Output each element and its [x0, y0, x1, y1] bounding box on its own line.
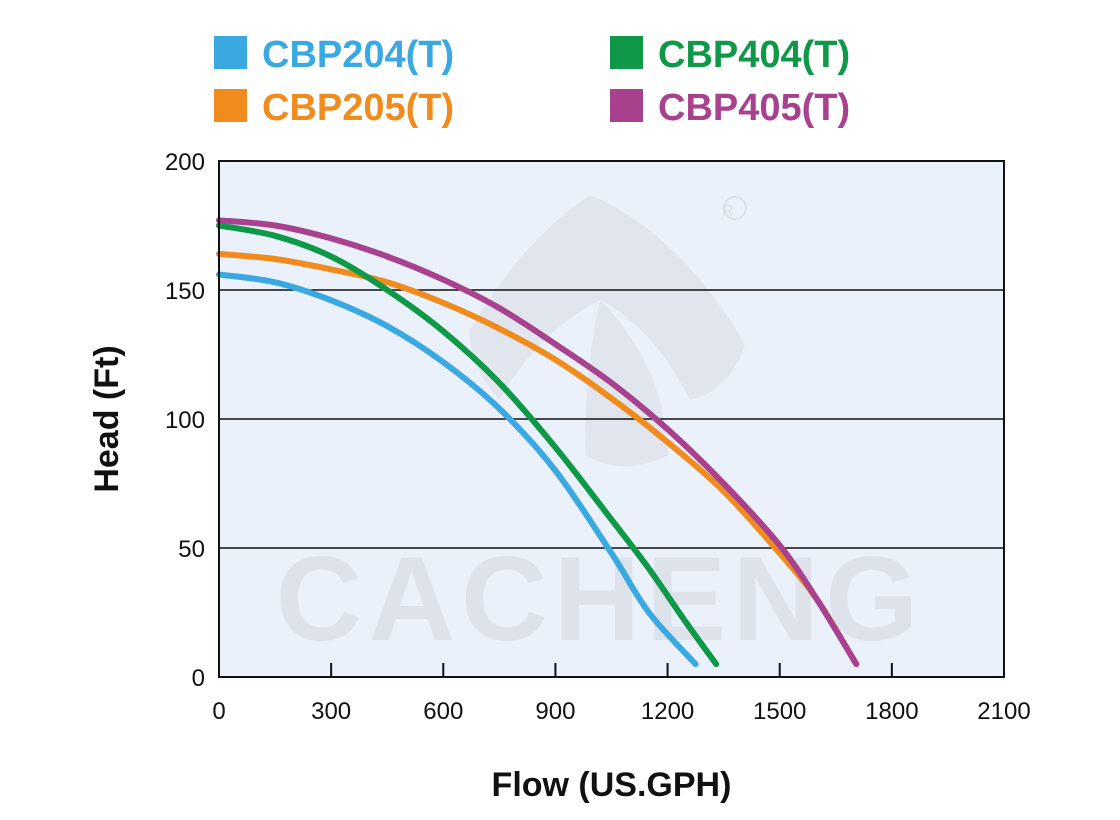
y-tick-label-50: 50 — [178, 536, 205, 563]
cacheng-watermark: R CACHENG — [276, 195, 925, 666]
legend-label-cbp405-t-: CBP405(T) — [658, 87, 850, 129]
legend-label-cbp204-t-: CBP204(T) — [262, 34, 454, 76]
x-tick-label-900: 900 — [535, 698, 575, 725]
watermark-text: CACHENG — [276, 532, 925, 666]
chart-legend: CBP204(T) CBP205(T) CBP404(T) CBP405(T) — [214, 34, 850, 129]
series-line-cbp405-t- — [216, 217, 860, 668]
y-axis-ticks: 0 50 100 150 200 — [165, 149, 205, 692]
legend-label-cbp404-t-: CBP404(T) — [658, 34, 850, 76]
y-tick-label-100: 100 — [165, 407, 205, 434]
y-tick-label-200: 200 — [165, 149, 205, 176]
series-line-cbp404-t- — [216, 222, 720, 668]
x-tick-label-2100: 2100 — [977, 698, 1030, 725]
x-tick-label-1500: 1500 — [753, 698, 806, 725]
x-tick-label-1200: 1200 — [641, 698, 694, 725]
legend-label-cbp205-t-: CBP205(T) — [262, 87, 454, 129]
x-tick-label-1800: 1800 — [865, 698, 918, 725]
watermark-registered-mark: R — [722, 203, 734, 220]
x-tick-label-300: 300 — [311, 698, 351, 725]
y-axis-title: Head (Ft) — [88, 345, 126, 492]
legend-swatch-cbp405-t- — [610, 89, 643, 122]
x-axis-ticks: 0 300 600 900 1200 1500 1800 2100 — [212, 663, 1031, 725]
x-tick-label-600: 600 — [423, 698, 463, 725]
legend-swatch-cbp204-t- — [214, 36, 247, 69]
watermark-registered-icon — [723, 196, 747, 220]
x-axis-title: Flow (US.GPH) — [492, 766, 732, 804]
plot-frame — [218, 160, 1005, 678]
series-line-cbp205-t- — [216, 250, 860, 668]
legend-swatch-cbp404-t- — [610, 36, 643, 69]
watermark-logo-icon — [469, 195, 745, 467]
y-tick-label-0: 0 — [192, 665, 205, 692]
legend-swatch-cbp205-t- — [214, 89, 247, 122]
x-tick-label-0: 0 — [212, 698, 225, 725]
series-line-cbp204-t- — [216, 271, 699, 668]
series-lines — [216, 217, 860, 668]
y-tick-label-150: 150 — [165, 278, 205, 305]
